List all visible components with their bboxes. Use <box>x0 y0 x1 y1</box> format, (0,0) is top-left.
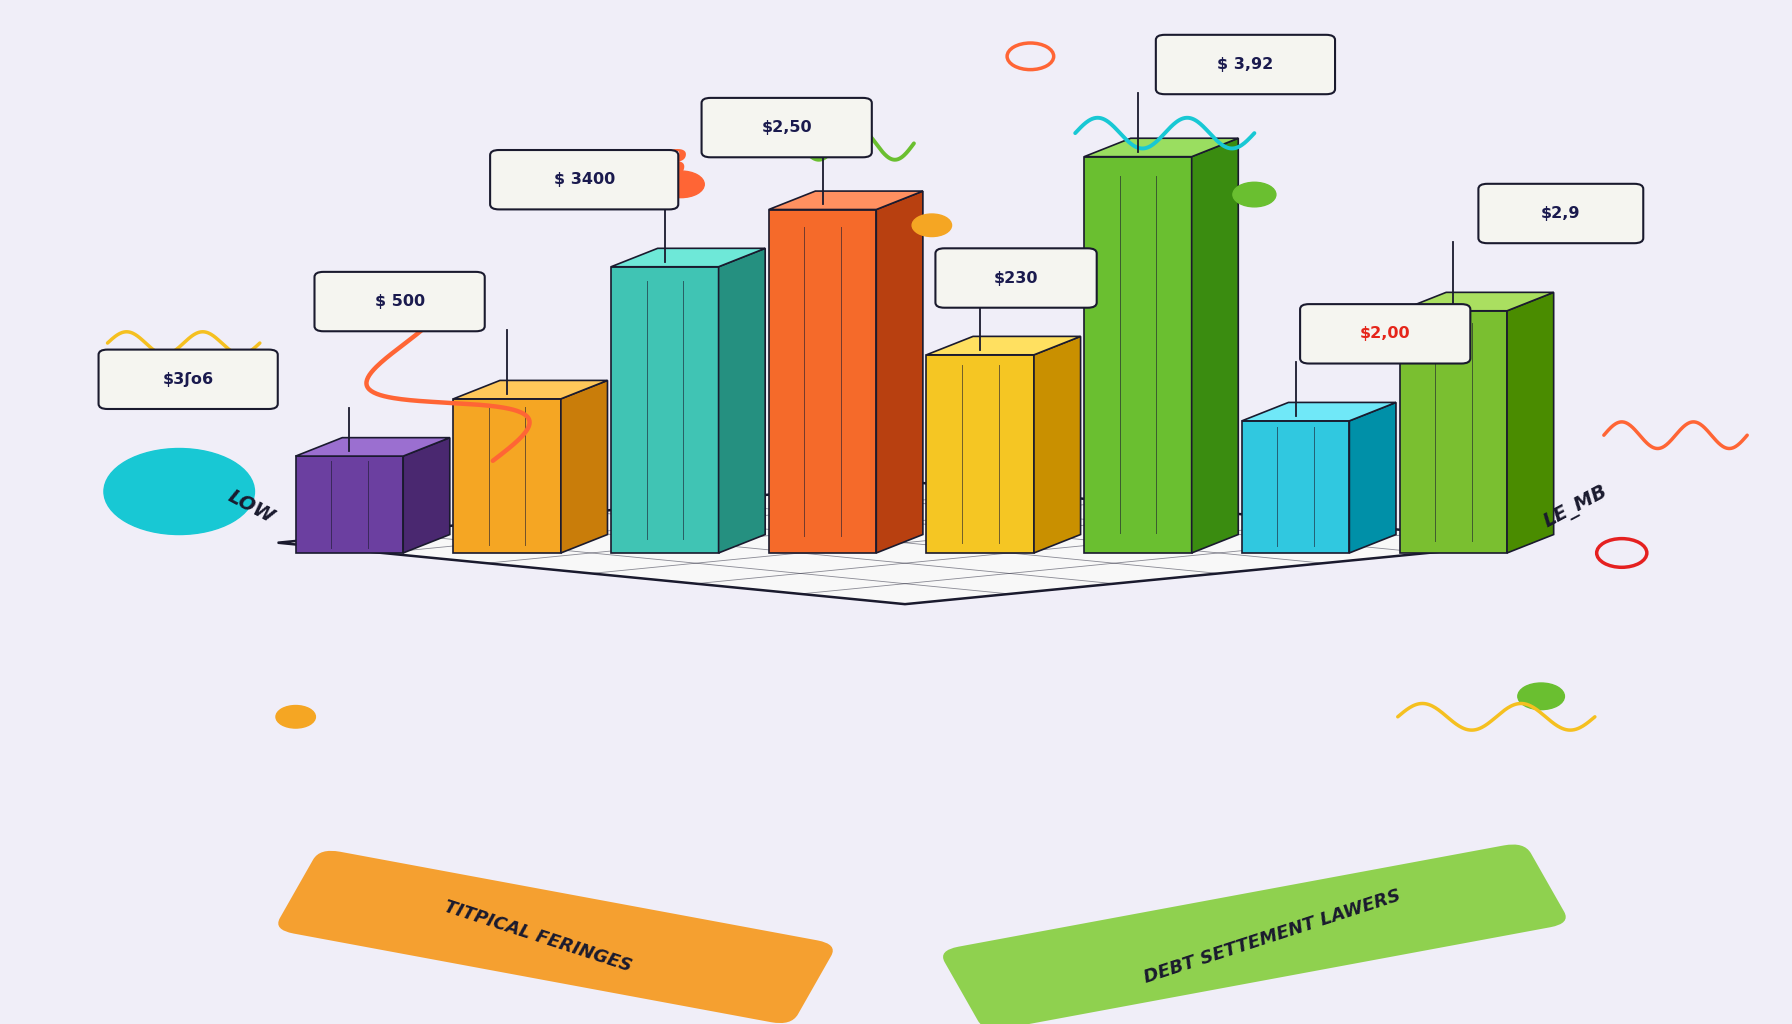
Polygon shape <box>719 248 765 553</box>
Polygon shape <box>769 210 876 553</box>
Text: DEBT SETTEMENT LAWERS: DEBT SETTEMENT LAWERS <box>1142 887 1403 987</box>
FancyBboxPatch shape <box>315 271 484 332</box>
Text: $3ʃo6: $3ʃo6 <box>163 372 213 387</box>
Polygon shape <box>1507 293 1554 553</box>
Polygon shape <box>1349 402 1396 553</box>
Polygon shape <box>876 191 923 553</box>
FancyBboxPatch shape <box>1301 304 1471 364</box>
Polygon shape <box>1084 157 1192 553</box>
Polygon shape <box>403 437 450 553</box>
Circle shape <box>1518 683 1564 710</box>
Polygon shape <box>926 355 1034 553</box>
Text: $2,50: $2,50 <box>762 120 812 135</box>
Text: TITPICAL FERINGES: TITPICAL FERINGES <box>441 898 634 976</box>
Polygon shape <box>1034 336 1081 553</box>
Polygon shape <box>611 248 765 266</box>
Polygon shape <box>453 380 607 398</box>
Text: $230: $230 <box>995 270 1038 286</box>
Circle shape <box>276 706 315 728</box>
FancyBboxPatch shape <box>1156 35 1335 94</box>
Polygon shape <box>296 437 450 456</box>
Text: $2,00: $2,00 <box>1360 327 1410 341</box>
Circle shape <box>912 214 952 237</box>
FancyBboxPatch shape <box>278 851 833 1023</box>
FancyBboxPatch shape <box>943 845 1566 1024</box>
FancyBboxPatch shape <box>1478 184 1643 244</box>
Polygon shape <box>1242 402 1396 421</box>
Text: $ 3400: $ 3400 <box>554 172 615 187</box>
Text: S8: S8 <box>636 147 688 181</box>
Polygon shape <box>453 398 561 553</box>
Text: $2,9: $2,9 <box>1541 206 1581 221</box>
Polygon shape <box>1192 138 1238 553</box>
Text: $ 3,92: $ 3,92 <box>1217 57 1274 72</box>
Text: $ 500: $ 500 <box>375 294 425 309</box>
Polygon shape <box>1400 293 1554 311</box>
FancyBboxPatch shape <box>935 249 1097 308</box>
Polygon shape <box>1084 138 1238 157</box>
Polygon shape <box>296 456 403 553</box>
Circle shape <box>658 171 704 198</box>
Polygon shape <box>561 380 607 553</box>
Text: LE_MB: LE_MB <box>1541 482 1611 531</box>
Circle shape <box>1233 182 1276 207</box>
FancyBboxPatch shape <box>702 98 873 158</box>
FancyBboxPatch shape <box>491 150 677 210</box>
Polygon shape <box>611 266 719 553</box>
Text: LOW: LOW <box>226 486 278 527</box>
Circle shape <box>104 449 254 535</box>
FancyBboxPatch shape <box>99 349 278 409</box>
Polygon shape <box>1400 311 1507 553</box>
Polygon shape <box>278 481 1532 604</box>
Polygon shape <box>1242 421 1349 553</box>
Polygon shape <box>769 191 923 210</box>
Polygon shape <box>926 336 1081 355</box>
